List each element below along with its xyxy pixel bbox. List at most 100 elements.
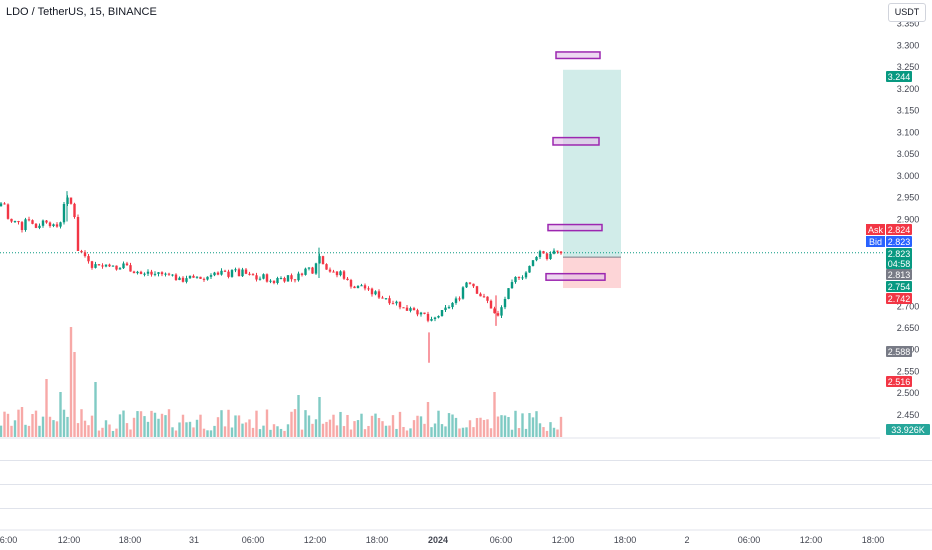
candle-body bbox=[160, 272, 164, 275]
candle-body bbox=[41, 220, 45, 226]
candle-body bbox=[496, 313, 500, 316]
price-axis-tick: 2.900 bbox=[897, 214, 920, 224]
candle-body bbox=[136, 271, 139, 274]
candle-body bbox=[255, 275, 258, 280]
volume-bar bbox=[185, 422, 188, 437]
volume-bar bbox=[328, 419, 332, 437]
candle-body bbox=[293, 279, 297, 281]
time-axis-label: 2 bbox=[684, 535, 689, 545]
volume-bar bbox=[122, 410, 125, 437]
volume-bar bbox=[384, 425, 388, 437]
candle-body bbox=[349, 280, 353, 287]
candle-body bbox=[419, 312, 423, 315]
candle-body bbox=[339, 271, 342, 276]
candle-body bbox=[430, 319, 433, 321]
candle-body bbox=[230, 270, 234, 277]
volume-bar bbox=[276, 426, 279, 437]
candle-body bbox=[402, 307, 405, 309]
candle-body bbox=[171, 274, 174, 276]
time-axis-label: 12:00 bbox=[58, 535, 81, 545]
volume-bar bbox=[465, 427, 468, 437]
time-axis-label: 12:00 bbox=[304, 535, 327, 545]
candle-body bbox=[6, 204, 10, 219]
price-tag-label: Ask bbox=[868, 225, 884, 235]
price-tag-label-bg bbox=[866, 224, 885, 235]
volume-bar bbox=[115, 428, 118, 437]
volume-bar bbox=[230, 427, 234, 437]
price-tag-label-bg bbox=[866, 236, 885, 247]
candle-body bbox=[90, 261, 94, 268]
volume-bar bbox=[374, 413, 377, 437]
candle-body bbox=[370, 288, 374, 295]
candle-body bbox=[479, 293, 482, 297]
candle-body bbox=[363, 285, 367, 289]
price-tag bbox=[886, 269, 912, 280]
candle-body bbox=[167, 273, 171, 275]
volume-bar bbox=[489, 428, 493, 437]
volume-bar bbox=[444, 426, 447, 437]
candle-body bbox=[482, 296, 486, 298]
candle-body bbox=[258, 278, 262, 280]
volume-bar bbox=[388, 425, 391, 437]
candle-body bbox=[181, 277, 185, 282]
volume-bar bbox=[66, 416, 69, 437]
currency-button[interactable]: USDT bbox=[888, 3, 926, 22]
volume-bar bbox=[24, 424, 27, 437]
candle-body bbox=[164, 273, 167, 275]
volume-bar bbox=[195, 419, 199, 437]
price-tag-label: Bid bbox=[869, 237, 882, 247]
volume-bar bbox=[311, 423, 314, 437]
volume-bar bbox=[500, 415, 503, 437]
candle-body bbox=[20, 222, 24, 230]
candle-body bbox=[538, 251, 542, 257]
volume-bar bbox=[402, 426, 405, 437]
candle-body bbox=[307, 267, 311, 269]
volume-bar bbox=[528, 413, 531, 437]
volume-bar bbox=[307, 415, 311, 437]
pane-separator-3[interactable] bbox=[0, 508, 932, 509]
candle-body bbox=[346, 278, 349, 281]
volume-bar bbox=[234, 415, 237, 437]
candle-body bbox=[503, 298, 507, 308]
candle-body bbox=[283, 277, 286, 282]
volume-bar bbox=[34, 410, 38, 437]
candle-body bbox=[62, 204, 66, 223]
drawing-box bbox=[545, 272, 606, 281]
symbol-title[interactable]: LDO / TetherUS, 15, BINANCE bbox=[6, 6, 157, 18]
volume-bar bbox=[171, 427, 174, 437]
volume-bar bbox=[461, 427, 465, 437]
volume-bar bbox=[356, 420, 360, 437]
candle-body bbox=[388, 298, 391, 304]
candle-body bbox=[97, 264, 101, 266]
volume-bar bbox=[248, 419, 251, 437]
volume-bar bbox=[486, 419, 489, 437]
pane-separator-1[interactable] bbox=[0, 460, 932, 461]
candle-body bbox=[24, 219, 27, 230]
price-tag bbox=[886, 424, 930, 435]
volume-bar bbox=[318, 397, 321, 437]
candle-body bbox=[34, 223, 38, 228]
volume-bar bbox=[283, 430, 286, 437]
price-axis-tick: 3.000 bbox=[897, 171, 920, 181]
volume-bar bbox=[496, 416, 500, 437]
candle-body bbox=[202, 278, 206, 280]
candle-body bbox=[241, 269, 244, 277]
volume-bar bbox=[62, 409, 66, 437]
volume-bar bbox=[346, 414, 349, 437]
volume-bar bbox=[136, 411, 139, 437]
pane-separator-2[interactable] bbox=[0, 484, 932, 485]
candle-body bbox=[143, 273, 146, 275]
volume-bar bbox=[52, 420, 55, 437]
candle-body bbox=[276, 278, 279, 283]
price-tag bbox=[886, 248, 912, 269]
volume-bar bbox=[27, 425, 31, 437]
candle-body bbox=[381, 297, 384, 299]
candle-body bbox=[304, 268, 307, 275]
price-axis-tick: 3.350 bbox=[897, 19, 920, 29]
volume-bar bbox=[367, 425, 370, 437]
candle-body bbox=[531, 260, 535, 266]
volume-bar bbox=[353, 421, 356, 437]
volume-bar bbox=[531, 417, 535, 437]
